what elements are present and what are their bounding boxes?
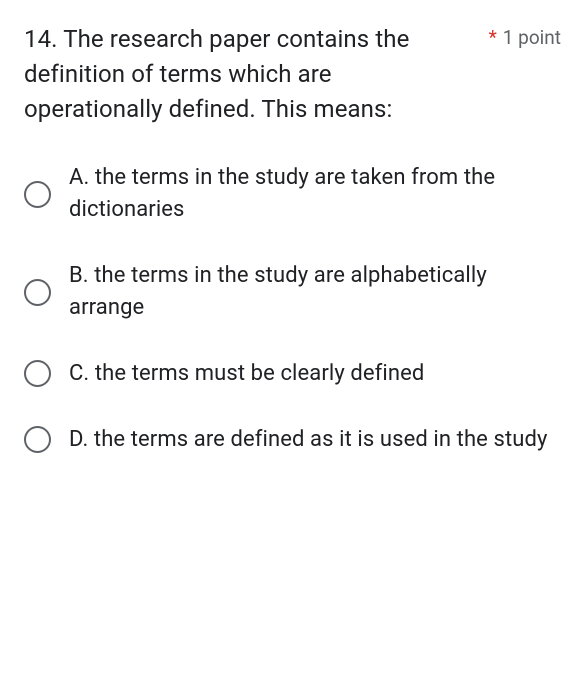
question-card: 14. The research paper contains the defi… [0, 0, 585, 476]
radio-icon[interactable] [24, 360, 51, 387]
points-wrap: * 1 point [489, 26, 561, 49]
option-b[interactable]: B. the terms in the study are alphabetic… [24, 260, 561, 324]
option-c[interactable]: C. the terms must be clearly defined [24, 358, 561, 390]
option-d[interactable]: D. the terms are defined as it is used i… [24, 424, 561, 456]
option-label: C. the terms must be clearly defined [69, 358, 424, 390]
radio-icon[interactable] [24, 426, 51, 453]
question-text: 14. The research paper contains the defi… [24, 22, 483, 126]
option-label: B. the terms in the study are alphabetic… [69, 260, 561, 324]
option-label: A. the terms in the study are taken from… [69, 162, 561, 226]
required-asterisk-icon: * [489, 26, 497, 49]
options-group: A. the terms in the study are taken from… [24, 162, 561, 455]
points-label: 1 point [503, 26, 561, 49]
option-label: D. the terms are defined as it is used i… [69, 424, 548, 456]
radio-icon[interactable] [24, 279, 51, 306]
option-a[interactable]: A. the terms in the study are taken from… [24, 162, 561, 226]
question-header: 14. The research paper contains the defi… [24, 22, 561, 126]
radio-icon[interactable] [24, 181, 51, 208]
